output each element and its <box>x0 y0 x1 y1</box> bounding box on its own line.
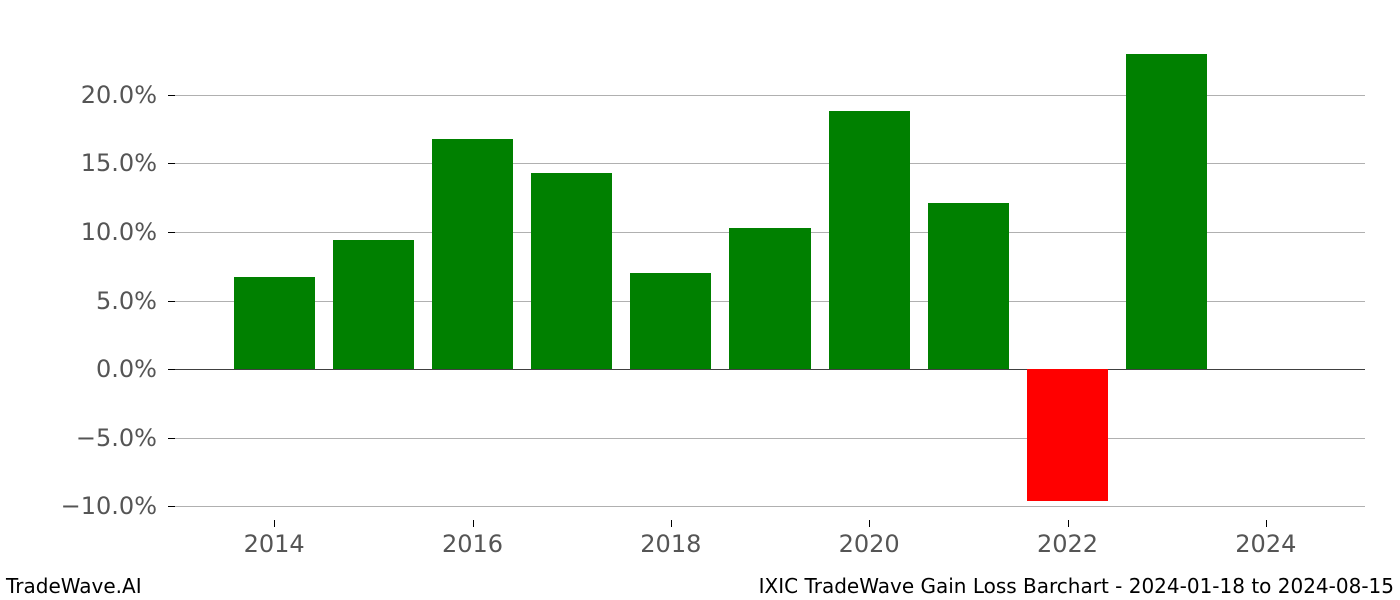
caption-right: IXIC TradeWave Gain Loss Barchart - 2024… <box>759 574 1394 598</box>
y-tick-mark <box>168 369 175 370</box>
x-tick-mark <box>1266 520 1267 527</box>
x-tick-label: 2016 <box>442 530 503 558</box>
gridline-horizontal <box>175 506 1365 507</box>
x-tick-label: 2018 <box>640 530 701 558</box>
y-tick-mark <box>168 506 175 507</box>
bar <box>432 139 513 369</box>
bar <box>630 273 711 369</box>
y-tick-label: 0.0% <box>0 355 157 383</box>
y-tick-label: 10.0% <box>0 218 157 246</box>
x-tick-mark <box>274 520 275 527</box>
y-tick-mark <box>168 438 175 439</box>
bar <box>829 111 910 369</box>
bar <box>531 173 612 369</box>
bar <box>1027 369 1108 501</box>
bar <box>928 203 1009 369</box>
watermark-left: TradeWave.AI <box>6 574 142 598</box>
x-tick-label: 2020 <box>839 530 900 558</box>
x-tick-label: 2024 <box>1235 530 1296 558</box>
x-tick-label: 2014 <box>244 530 305 558</box>
x-tick-mark <box>671 520 672 527</box>
x-tick-mark <box>473 520 474 527</box>
y-tick-label: 5.0% <box>0 287 157 315</box>
y-tick-label: 20.0% <box>0 81 157 109</box>
bar <box>1126 54 1207 369</box>
y-tick-label: −10.0% <box>0 492 157 520</box>
y-tick-mark <box>168 301 175 302</box>
y-tick-label: −5.0% <box>0 424 157 452</box>
x-tick-mark <box>869 520 870 527</box>
x-tick-label: 2022 <box>1037 530 1098 558</box>
chart-stage: { "canvas": { "width": 1400, "height": 6… <box>0 0 1400 600</box>
bar <box>333 240 414 369</box>
y-tick-mark <box>168 163 175 164</box>
y-tick-mark <box>168 232 175 233</box>
plot-area <box>175 40 1365 520</box>
x-tick-mark <box>1068 520 1069 527</box>
gridline-horizontal <box>175 438 1365 439</box>
y-tick-mark <box>168 95 175 96</box>
bar <box>729 228 810 369</box>
bar <box>234 277 315 369</box>
y-tick-label: 15.0% <box>0 149 157 177</box>
zero-baseline <box>175 369 1365 370</box>
